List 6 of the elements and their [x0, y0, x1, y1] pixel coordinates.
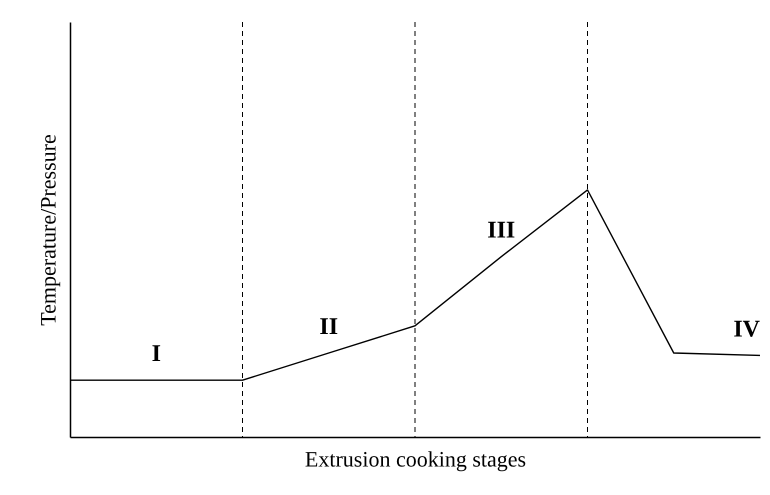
annotation: III: [487, 218, 516, 244]
annotation: II: [319, 314, 338, 340]
annotation: IV: [733, 316, 761, 342]
annotation: I: [152, 341, 161, 368]
x-axis-title: Extrusion cooking stages: [304, 446, 526, 472]
y-axis-title: Temperature/Pressure: [36, 134, 60, 326]
